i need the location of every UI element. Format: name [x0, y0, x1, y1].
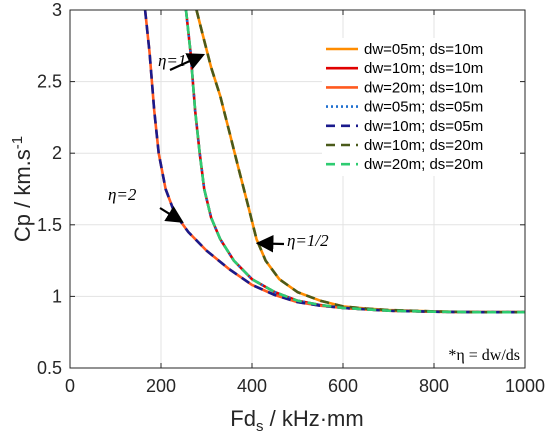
legend: dw=05m; ds=10m dw=10m; ds=10m dw=20m; ds=1… [322, 38, 520, 176]
y-tick-label: 2.5 [37, 72, 62, 92]
legend-entry-label: dw=05m; ds=05m [364, 99, 483, 116]
x-tick-label: 600 [328, 376, 358, 396]
axis-ticks: 0 200 400 600 800 1000 0.5 1 1.5 2 2.5 3 [37, 0, 545, 396]
x-tick-label: 200 [146, 376, 176, 396]
y-tick-label: 3 [52, 0, 62, 20]
legend-entry-label: dw=10m; ds=20m [364, 137, 483, 154]
legend-entry-label: dw=20m; ds=10m [364, 79, 483, 96]
footnote: *η = dw/ds [448, 347, 520, 364]
y-tick-label: 1 [52, 286, 62, 306]
x-tick-label: 400 [237, 376, 267, 396]
curves [143, 9, 525, 314]
legend-entry-label: dw=10m; ds=05m [364, 118, 483, 135]
annotation-arrow [255, 234, 285, 253]
annotation-arrow [169, 53, 206, 72]
series-line-5 [143, 9, 525, 314]
x-tick-label: 1000 [505, 376, 545, 396]
legend-entry-label: dw=05m; ds=10m [364, 41, 483, 58]
legend-entry-label: dw=20m; ds=20m [364, 156, 483, 173]
x-tick-label: 0 [65, 376, 75, 396]
annotation-arrow [159, 206, 184, 223]
annotation-label: η=2 [108, 185, 137, 204]
annotations: η=1 η=2 η=1/2 [108, 51, 329, 253]
x-axis-label: Fds / kHz·mm [230, 406, 363, 435]
series-line-7 [184, 9, 525, 314]
annotation-label: η=1/2 [287, 231, 329, 250]
y-tick-label: 0.5 [37, 358, 62, 378]
legend-entry-label: dw=10m; ds=10m [364, 60, 483, 77]
plot-frame [69, 9, 526, 369]
legend-box [322, 38, 520, 176]
annotation-label: η=1 [158, 51, 186, 70]
series-line-6 [195, 9, 525, 314]
y-axis-label: Cp / km.s-1 [9, 136, 35, 242]
y-tick-label: 2 [52, 143, 62, 163]
y-tick-label: 1.5 [37, 215, 62, 235]
x-tick-label: 800 [419, 376, 449, 396]
